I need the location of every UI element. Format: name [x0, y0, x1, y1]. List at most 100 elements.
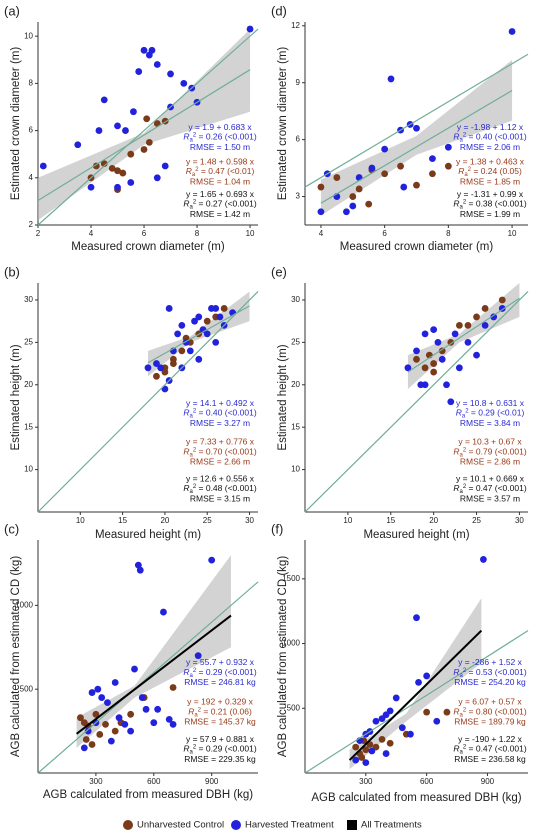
data-point — [98, 694, 106, 701]
data-point — [404, 364, 412, 372]
r2-symbol: R — [186, 166, 192, 176]
fit-line — [304, 291, 529, 513]
r-squared: Ra2 = 0.21 (0.06) — [188, 707, 252, 718]
legend-marker — [347, 820, 357, 830]
data-point — [130, 108, 137, 116]
x-tick-label: 6 — [142, 229, 147, 238]
data-point — [136, 566, 144, 574]
rmse: RMSE = 236.58 kg — [454, 754, 526, 764]
equation: y = -190 + 1.22 x — [458, 734, 523, 744]
rmse: RMSE = 3.27 m — [190, 418, 250, 428]
x-axis-title: AGB calculated from measured DBH (kg) — [43, 789, 253, 801]
data-point — [413, 181, 420, 189]
rmse: RMSE = 2.66 m — [190, 457, 250, 467]
data-point — [352, 743, 360, 751]
r2-symbol: R — [453, 744, 459, 754]
data-point — [127, 710, 135, 718]
x-tick-label: 6 — [382, 229, 387, 238]
r2-subscript: a — [189, 452, 193, 458]
data-point — [108, 164, 116, 172]
data-point — [107, 737, 115, 745]
data-point — [480, 556, 487, 563]
equation: y = -1.98 + 1.12 x — [457, 122, 524, 132]
data-point — [96, 731, 104, 738]
x-tick-label: 10 — [246, 229, 255, 238]
r2-superscript: 2 — [463, 132, 467, 138]
data-point — [368, 747, 376, 755]
legend-marker — [123, 820, 133, 830]
rmse: RMSE = 1.85 m — [460, 176, 520, 186]
r2-symbol: R — [453, 483, 459, 493]
data-point — [333, 174, 341, 181]
r2-superscript: 2 — [463, 667, 467, 673]
r2-superscript: 2 — [198, 707, 202, 713]
confidence-band — [349, 598, 482, 770]
data-point — [195, 355, 203, 363]
r2-value: = 0.79 (<0.001) — [466, 447, 527, 457]
r2-value: = 0.26 (<0.001) — [196, 132, 257, 142]
y-tick-label: 500 — [287, 703, 301, 712]
x-axis-title: Measured height (m) — [363, 529, 469, 541]
data-point — [114, 183, 121, 191]
y-axis-title: Estimated height (m) — [10, 344, 22, 450]
r2-subscript: a — [459, 137, 463, 143]
r-squared: Ra2 = 0.27 (<0.001) — [183, 199, 256, 210]
data-point — [430, 360, 438, 367]
data-point — [413, 347, 420, 355]
r2-value: = 0.53 (<0.001) — [466, 667, 527, 677]
data-point — [212, 338, 220, 346]
x-axis-title: Measured crown diameter (m) — [71, 241, 225, 253]
fit-line — [348, 629, 483, 761]
data-point — [413, 614, 420, 622]
r2-subscript: a — [189, 204, 193, 210]
equation: y = -1.31 + 0.99 x — [457, 189, 524, 199]
x-tick-label: 15 — [118, 516, 127, 525]
y-tick-label: 1000 — [282, 639, 300, 648]
data-point — [153, 61, 161, 68]
data-point — [119, 169, 127, 177]
r2-superscript: 2 — [193, 132, 197, 138]
data-point — [423, 708, 431, 716]
data-point — [194, 652, 202, 660]
data-point — [143, 115, 151, 123]
r2-subscript: a — [189, 413, 193, 419]
y-tick-label: 15 — [291, 422, 300, 431]
fit-line — [147, 305, 250, 364]
r2-subscript: a — [189, 137, 193, 143]
r2-superscript: 2 — [193, 667, 197, 673]
data-point — [372, 717, 380, 725]
data-point — [150, 719, 158, 727]
data-point — [100, 160, 108, 168]
rmse: RMSE = 254.20 kg — [454, 677, 526, 687]
data-point — [191, 317, 198, 325]
equation: y = 7.33 + 0.776 x — [186, 437, 255, 447]
r2-subscript: a — [459, 749, 463, 755]
data-point — [490, 313, 498, 321]
data-point — [392, 694, 400, 702]
data-point — [114, 122, 121, 130]
data-point — [114, 167, 121, 175]
r2-subscript: a — [459, 204, 463, 210]
r2-value: = 0.38 (<0.001) — [466, 199, 527, 209]
confidence-band — [38, 29, 251, 221]
y-tick-label: 500 — [20, 684, 34, 693]
y-tick-label: 20 — [24, 380, 33, 389]
y-tick-label: 15 — [24, 422, 33, 431]
data-point — [208, 556, 216, 564]
r2-superscript: 2 — [195, 167, 199, 173]
data-point — [165, 715, 173, 723]
x-tick-label: 10 — [343, 516, 352, 525]
x-tick-label: 8 — [195, 229, 200, 238]
y-tick-label: 10 — [24, 465, 33, 474]
r-squared: Ra2 = 0.40 (<0.001) — [183, 408, 256, 419]
y-tick-label: 8 — [29, 78, 34, 87]
equation: y = 57.9 + 0.881 x — [186, 734, 255, 744]
r2-superscript: 2 — [468, 167, 472, 173]
data-point — [362, 759, 370, 767]
panel-label: (f) — [271, 521, 283, 536]
r-squared: Ra2 = 0.47 (<0.001) — [453, 744, 526, 755]
y-tick-label: 25 — [24, 337, 33, 346]
r2-symbol: R — [453, 199, 459, 209]
r2-subscript: a — [189, 749, 193, 755]
